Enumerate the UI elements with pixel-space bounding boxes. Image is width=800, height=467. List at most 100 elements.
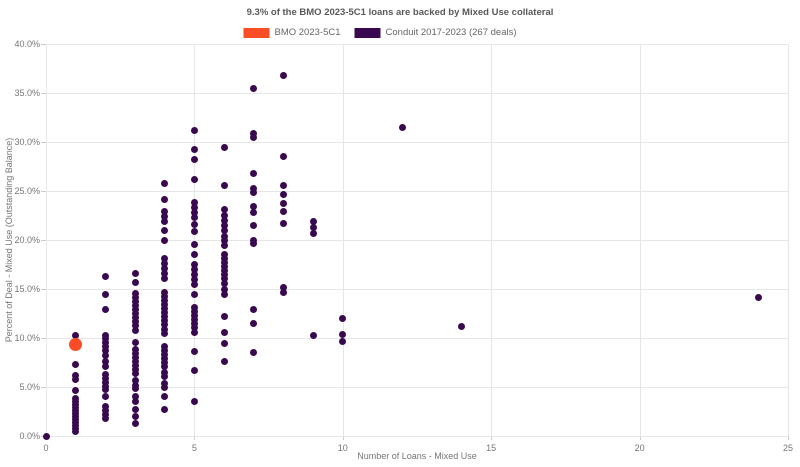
conduit-data-point <box>190 199 198 207</box>
x-tick-mark <box>194 436 196 440</box>
conduit-data-point <box>754 294 762 302</box>
conduit-data-point <box>161 179 169 187</box>
conduit-data-point <box>131 361 139 369</box>
conduit-data-point <box>220 216 228 224</box>
conduit-data-point <box>131 302 139 310</box>
conduit-data-point <box>131 317 139 325</box>
legend-swatch-bmo <box>243 27 270 38</box>
conduit-data-point <box>190 280 198 288</box>
conduit-data-point <box>190 308 198 316</box>
conduit-data-point <box>161 208 169 216</box>
y-gridline <box>46 191 788 192</box>
conduit-data-point <box>190 348 198 356</box>
conduit-data-point <box>161 309 169 317</box>
x-tick-mark <box>491 436 493 440</box>
conduit-data-point <box>131 339 139 347</box>
conduit-data-point <box>220 279 228 287</box>
conduit-data-point <box>161 289 169 297</box>
conduit-data-point <box>309 223 317 231</box>
x-gridline <box>788 44 789 436</box>
conduit-data-point <box>190 291 198 299</box>
conduit-data-point <box>161 312 169 320</box>
conduit-data-point <box>131 310 139 317</box>
conduit-data-point <box>101 374 109 382</box>
conduit-data-point <box>339 330 347 338</box>
conduit-data-point <box>220 212 228 219</box>
y-tick-mark <box>41 191 46 192</box>
conduit-data-point <box>101 339 109 347</box>
conduit-data-point <box>250 319 258 327</box>
conduit-data-point <box>161 274 169 282</box>
conduit-data-point <box>250 169 258 177</box>
conduit-data-point <box>101 410 109 418</box>
conduit-data-point <box>161 320 169 328</box>
conduit-data-point <box>161 196 169 204</box>
conduit-data-point <box>190 398 198 406</box>
y-gridline <box>46 338 788 339</box>
conduit-data-point <box>131 298 139 306</box>
conduit-data-point <box>101 393 109 401</box>
conduit-data-point <box>279 283 287 291</box>
x-tick-mark <box>788 436 789 440</box>
conduit-data-point <box>131 406 139 414</box>
conduit-data-point <box>339 338 347 346</box>
y-tick-mark <box>41 338 46 339</box>
conduit-data-point <box>220 312 228 320</box>
conduit-data-point <box>220 328 228 336</box>
conduit-data-point <box>458 322 466 330</box>
x-tick-label: 0 <box>43 443 49 453</box>
conduit-data-point <box>131 326 139 334</box>
conduit-data-point <box>220 181 228 189</box>
conduit-data-point <box>131 290 139 298</box>
conduit-data-point <box>190 275 198 283</box>
conduit-data-point <box>161 329 169 337</box>
x-tick-label: 5 <box>191 443 197 453</box>
conduit-data-point <box>131 381 139 389</box>
conduit-data-point <box>309 331 317 339</box>
conduit-data-point <box>161 351 169 359</box>
conduit-data-point <box>220 242 228 250</box>
conduit-data-point <box>131 354 139 362</box>
conduit-data-point <box>131 321 139 329</box>
y-tick-mark <box>41 93 46 94</box>
conduit-data-point <box>101 362 109 370</box>
y-gridline <box>46 289 788 290</box>
conduit-data-point <box>220 291 228 299</box>
conduit-data-point <box>101 352 109 360</box>
conduit-data-point <box>220 221 228 229</box>
conduit-data-point <box>161 226 169 234</box>
conduit-data-point <box>161 406 169 414</box>
conduit-data-point <box>101 370 109 378</box>
conduit-data-point <box>279 208 287 216</box>
conduit-data-point <box>250 189 258 197</box>
legend-item-conduit: Conduit 2017-2023 (267 deals) <box>354 27 517 38</box>
conduit-data-point <box>279 200 287 208</box>
conduit-data-point <box>72 371 80 379</box>
conduit-data-point <box>161 236 169 244</box>
conduit-data-point <box>161 359 169 366</box>
conduit-data-point <box>101 331 109 339</box>
conduit-data-point <box>190 156 198 164</box>
conduit-data-point <box>161 355 169 363</box>
conduit-data-point <box>72 427 80 435</box>
y-tick-mark <box>41 44 46 45</box>
conduit-data-point <box>220 232 228 240</box>
bmo-data-point <box>69 338 83 352</box>
conduit-data-point <box>190 304 198 312</box>
y-gridline <box>46 44 788 45</box>
y-tick-label: 0.0% <box>19 431 40 441</box>
conduit-data-point <box>131 376 139 384</box>
conduit-data-point <box>131 369 139 377</box>
conduit-data-point <box>279 219 287 227</box>
conduit-data-point <box>161 384 169 392</box>
conduit-data-point <box>220 266 228 274</box>
conduit-data-point <box>72 375 80 383</box>
conduit-data-point <box>339 314 347 322</box>
conduit-data-point <box>161 368 169 376</box>
chart-title: 9.3% of the BMO 2023-5C1 loans are backe… <box>246 7 554 18</box>
conduit-data-point <box>101 347 109 355</box>
conduit-data-point <box>101 291 109 299</box>
conduit-data-point <box>250 236 258 244</box>
x-tick-label: 25 <box>782 443 793 453</box>
y-tick-label: 20.0% <box>14 235 40 245</box>
